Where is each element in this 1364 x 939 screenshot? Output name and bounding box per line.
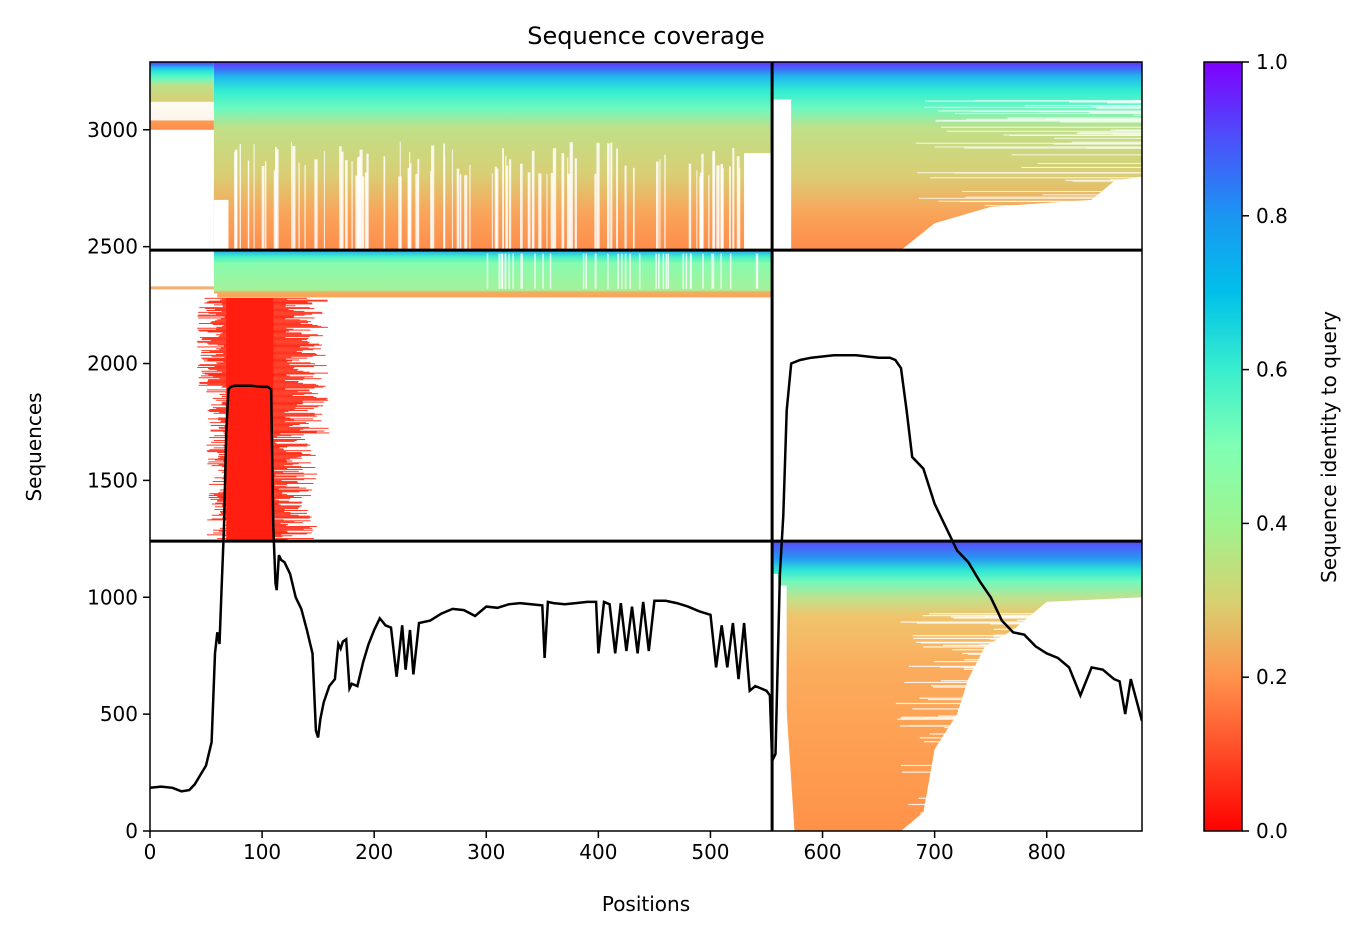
- colorbar-tick-label: 0.6: [1256, 358, 1288, 382]
- colorbar-tick-label: 1.0: [1256, 50, 1288, 74]
- coverage-line: [150, 354, 1142, 793]
- x-axis-ticks: 0 100 200 300 400 500 600 700 800: [144, 831, 1066, 864]
- y-tick-label: 0: [125, 819, 138, 843]
- y-axis-ticks: 0 500 1000 1500 2000 2500 3000: [87, 118, 150, 843]
- coverage-heatmap: [150, 62, 1142, 831]
- paired-block-chain-b: [772, 62, 1142, 251]
- chart-title: Sequence coverage: [527, 22, 764, 50]
- y-tick-label: 500: [100, 702, 138, 726]
- x-tick-label: 300: [467, 840, 505, 864]
- x-tick-label: 100: [243, 840, 281, 864]
- colorbar-tick-label: 0.8: [1256, 204, 1288, 228]
- y-tick-label: 3000: [87, 118, 138, 142]
- unpaired-block-chain-a: [150, 250, 773, 542]
- x-tick-label: 700: [916, 840, 954, 864]
- colorbar-ticks: 0.0 0.2 0.4 0.6 0.8 1.0: [1242, 50, 1288, 843]
- y-axis-label: Sequences: [22, 392, 46, 501]
- x-axis-label: Positions: [602, 892, 690, 916]
- x-tick-label: 500: [691, 840, 729, 864]
- plot-frame: [149, 61, 1143, 832]
- x-tick-label: 400: [579, 840, 617, 864]
- colorbar-tick-label: 0.0: [1256, 819, 1288, 843]
- y-tick-label: 2000: [87, 352, 138, 376]
- colorbar-tick-label: 0.4: [1256, 511, 1288, 535]
- chain-boundary-lines: [150, 62, 1142, 831]
- paired-block-chain-a: [150, 62, 773, 251]
- colorbar-label: Sequence identity to query: [1317, 311, 1341, 583]
- colorbar-tick-label: 0.2: [1256, 665, 1288, 689]
- y-tick-label: 1000: [87, 585, 138, 609]
- unpaired-block-chain-b: [772, 541, 1142, 831]
- y-tick-label: 1500: [87, 468, 138, 492]
- y-tick-label: 2500: [87, 235, 138, 259]
- x-tick-label: 600: [803, 840, 841, 864]
- x-tick-label: 0: [144, 840, 157, 864]
- x-tick-label: 200: [355, 840, 393, 864]
- x-tick-label: 800: [1028, 840, 1066, 864]
- colorbar: [1203, 61, 1243, 832]
